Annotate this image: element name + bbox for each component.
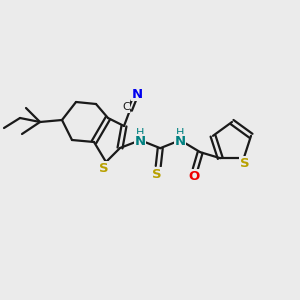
Text: H: H [136,128,144,138]
Text: C: C [122,102,130,112]
Text: N: N [135,135,146,148]
Text: S: S [152,168,162,181]
Text: N: N [175,135,186,148]
Text: H: H [176,128,184,138]
Text: S: S [240,157,250,170]
Text: O: O [189,170,200,183]
Text: S: S [99,161,109,175]
Text: N: N [131,88,142,100]
